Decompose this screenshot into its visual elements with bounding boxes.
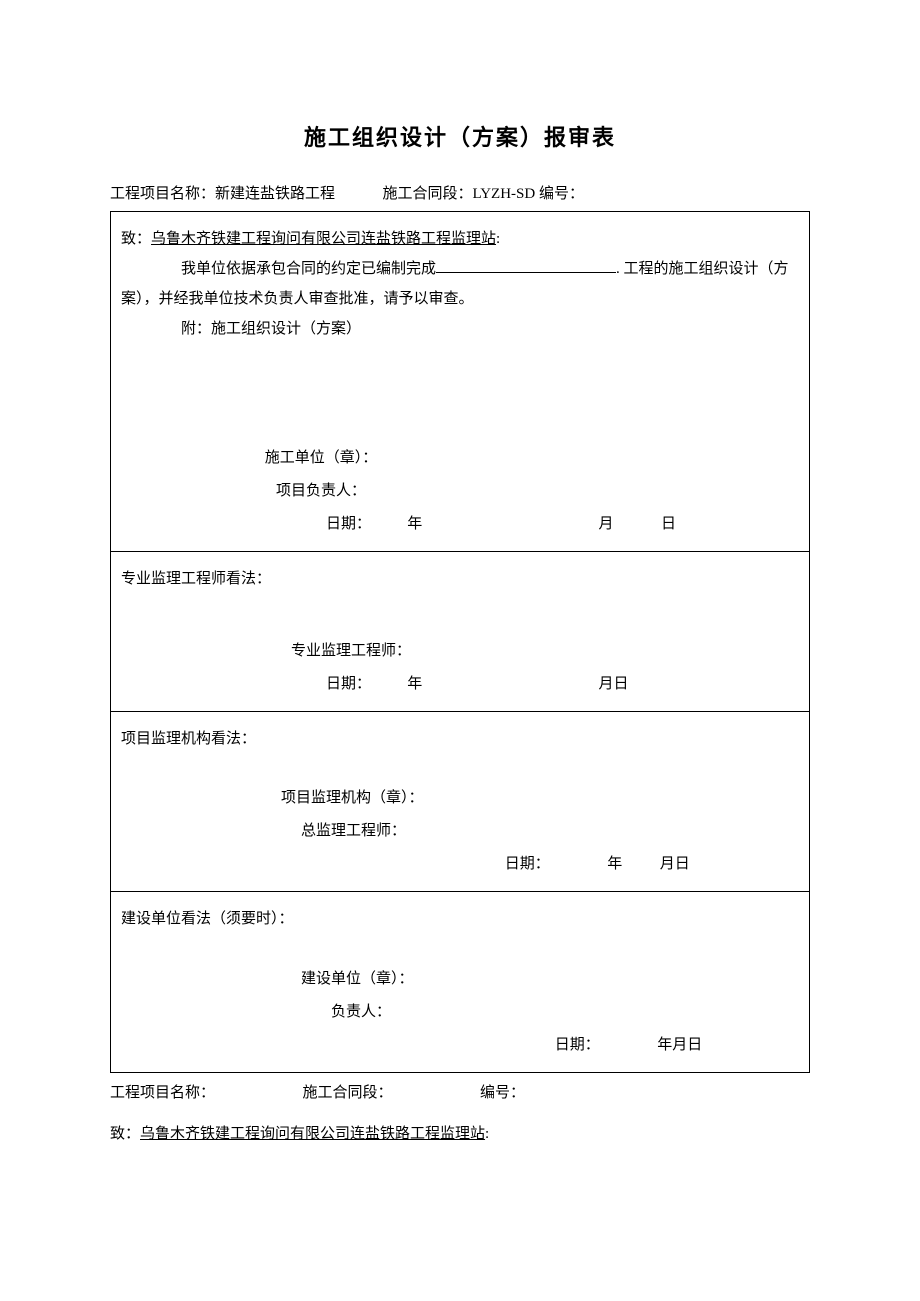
opinion3-title: 建设单位看法（须要时）： (121, 904, 799, 934)
to-value: 乌鲁木齐铁建工程询问有限公司连盐铁路工程监理站 (151, 231, 496, 247)
month-day-2: 月日 (599, 668, 629, 701)
footer-project-label: 工程项目名称： (110, 1085, 215, 1101)
body-line2: 案），并经我单位技术负责人审查批准，请予以审查。 (121, 284, 799, 314)
project-value: 新建连盐铁路工程 (215, 186, 335, 202)
year-month-day-4: 年月日 (657, 1037, 702, 1053)
month-day-3: 月日 (660, 856, 690, 872)
signature-block-4: 建设单位（章）： 负责人： 日期： 年月日 (111, 963, 809, 1062)
footer-contract-label: 施工合同段： (303, 1085, 393, 1101)
month-label: 月 (599, 516, 614, 532)
footer-number-label: 编号： (480, 1085, 525, 1101)
chief-engineer-label: 总监理工程师： (121, 815, 521, 848)
footer-to-line: 致：乌鲁木齐铁建工程询问有限公司连盐铁路工程监理站: (110, 1122, 810, 1143)
project-label: 工程项目名称： (110, 186, 215, 202)
section-construction-opinion: 建设单位看法（须要时）： 建设单位（章）： 负责人： 日期： 年月日 (111, 892, 809, 1072)
year-label-3: 年 (607, 856, 622, 872)
footer-to-value: 乌鲁木齐铁建工程询问有限公司连盐铁路工程监理站 (140, 1126, 485, 1142)
blank-field[interactable] (436, 258, 616, 273)
project-leader-label: 项目负责人： (121, 475, 521, 508)
signature-block-2: 专业监理工程师： 日期： 年 月日 (111, 635, 809, 701)
day-label: 日 (661, 516, 676, 532)
number-label: 编号： (535, 186, 584, 202)
date-label-2: 日期： (121, 668, 371, 701)
section-applicant: 致：乌鲁木齐铁建工程询问有限公司连盐铁路工程监理站: 我单位依据承包合同的约定已… (111, 212, 809, 552)
body-line1: 我单位依据承包合同的约定已编制完成 . 工程的施工组织设计（方 (121, 254, 799, 284)
attachment-line: 附：施工组织设计（方案） (121, 314, 799, 344)
to-line: 致：乌鲁木齐铁建工程询问有限公司连盐铁路工程监理站: (121, 224, 799, 254)
date-label: 日期： (121, 508, 371, 541)
header-line: 工程项目名称：新建连盐铁路工程 施工合同段：LYZH-SD 编号： (110, 182, 810, 203)
org-seal-label: 项目监理机构（章）： (121, 782, 521, 815)
leader-label-4: 负责人： (121, 996, 521, 1029)
body-pre: 我单位依据承包合同的约定已编制完成 (181, 261, 436, 277)
to-prefix: 致： (121, 231, 151, 247)
footer-header: 工程项目名称： 施工合同段： 编号： (110, 1081, 810, 1102)
year-label: 年 (375, 508, 455, 541)
contract-value: LYZH-SD (473, 186, 536, 202)
opinion2-title: 项目监理机构看法： (121, 724, 799, 754)
engineer-label: 专业监理工程师： (121, 635, 521, 668)
footer-to-prefix: 致： (110, 1126, 140, 1142)
section-engineer-opinion: 专业监理工程师看法： 专业监理工程师： 日期： 年 月日 (111, 552, 809, 712)
unit-seal-label: 施工单位（章）： (121, 442, 521, 475)
contract-label: 施工合同段： (383, 186, 473, 202)
unit-seal-label-4: 建设单位（章）： (121, 963, 521, 996)
form-title: 施工组织设计（方案）报审表 (110, 120, 810, 152)
date-label-4: 日期： (555, 1037, 600, 1053)
form-table: 致：乌鲁木齐铁建工程询问有限公司连盐铁路工程监理站: 我单位依据承包合同的约定已… (110, 211, 810, 1073)
signature-block-1: 施工单位（章）： 项目负责人： 日期： 年 月 日 (111, 442, 809, 541)
date-label-3: 日期： (505, 856, 550, 872)
body-post: . 工程的施工组织设计（方 (616, 261, 789, 277)
opinion1-title: 专业监理工程师看法： (121, 564, 799, 594)
section-org-opinion: 项目监理机构看法： 项目监理机构（章）： 总监理工程师： 日期： 年 月日 (111, 712, 809, 892)
signature-block-3: 项目监理机构（章）： 总监理工程师： 日期： 年 月日 (111, 782, 809, 881)
year-label-2: 年 (375, 668, 455, 701)
